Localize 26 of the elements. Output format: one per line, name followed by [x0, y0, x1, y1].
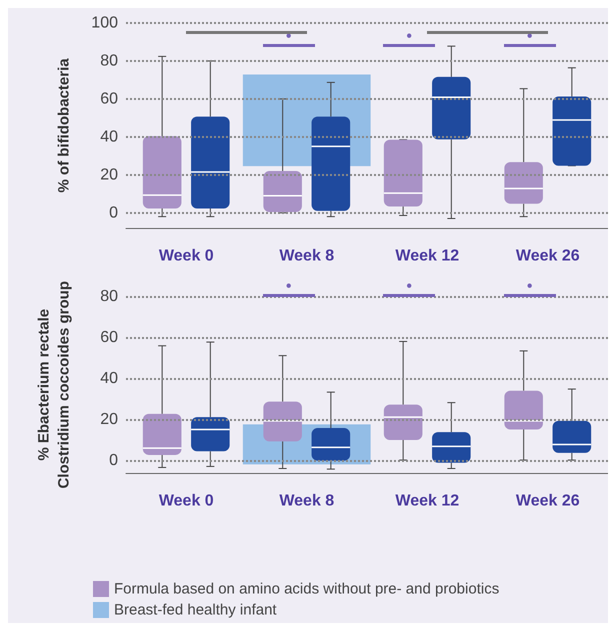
y-axis-title: % Ebacterium rectale Clostridium coccoides group	[36, 280, 72, 489]
x-tick-label: Week 0	[158, 492, 214, 510]
y-tick-label: 0	[109, 452, 118, 470]
y-tick-label: 80	[100, 52, 118, 70]
y-tick-label: 40	[100, 128, 118, 146]
y-tick-label: 0	[109, 204, 118, 222]
x-tick-label: Week 0	[158, 248, 214, 264]
y-tick-label: 40	[100, 370, 118, 388]
x-tick-label: Week 12	[395, 492, 460, 510]
y-tick-label: 100	[91, 14, 118, 32]
x-tick-label: Week 26	[516, 492, 580, 510]
y-tick-label: 60	[100, 329, 118, 346]
x-tick-label: Week 8	[279, 248, 334, 264]
legend-label: Breast-fed healthy infant	[114, 602, 278, 618]
significance-bracket: •	[504, 280, 556, 298]
x-tick-label: Week 26	[516, 248, 580, 264]
legend-label: Formula based on amino acids without pre- and probiotics	[114, 580, 500, 598]
y-axis-title: % of bifidobacteria	[56, 58, 72, 193]
significance-bracket: •	[262, 280, 315, 298]
x-tick-label: Week 12	[395, 248, 460, 264]
y-tick-label: 20	[100, 166, 118, 184]
y-tick-label: 20	[100, 411, 118, 428]
y-tick-label: 60	[100, 90, 118, 108]
significance-bracket: •	[383, 280, 436, 298]
y-tick-label: 80	[100, 288, 118, 306]
x-tick-label: Week 8	[279, 492, 334, 510]
